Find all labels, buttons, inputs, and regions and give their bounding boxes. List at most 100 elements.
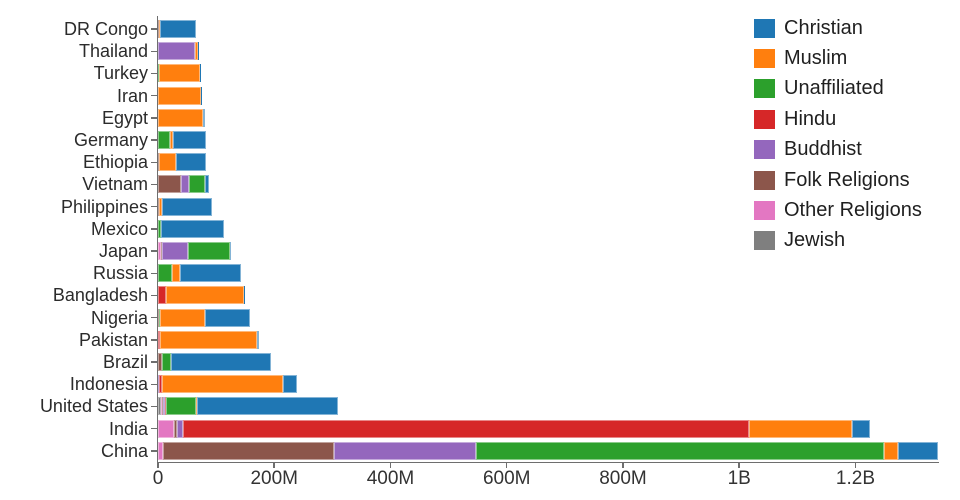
bar-segment-pakistan-muslim (159, 330, 258, 349)
x-tick-mark (622, 462, 624, 468)
bar-segment-nigeria-muslim (159, 308, 205, 327)
stacked-bar-indonesia (158, 375, 298, 394)
bar-segment-vietnam-unaffiliated (189, 175, 205, 194)
x-tick-label-1b: 1B (727, 468, 751, 489)
bar-segment-dr-congo-muslim (158, 20, 160, 39)
bar-segment-pakistan-hindu (158, 330, 160, 349)
bar-row-pakistan (158, 329, 259, 351)
bar-segment-brazil-christian (170, 353, 272, 372)
legend-swatch-unaffiliated (754, 79, 775, 99)
stacked-bar-pakistan (158, 330, 259, 349)
bar-segment-india-christian (851, 419, 870, 438)
stacked-bar-thailand (158, 42, 198, 61)
stacked-bar-brazil (158, 353, 272, 372)
legend-label-other-religions: Other Religions (784, 199, 922, 222)
country-label-china: China (100, 440, 148, 461)
stacked-bar-united-states (158, 397, 339, 416)
legend-item-muslim: Muslim (754, 43, 922, 73)
legend-item-other-religions: Other Religions (754, 195, 922, 225)
bar-segment-iran-muslim (158, 86, 201, 105)
bar-segment-japan-unaffiliated (188, 242, 231, 261)
bar-segment-china-folk-religions (163, 441, 335, 460)
legend-item-hindu: Hindu (754, 104, 922, 134)
bar-segment-india-muslim (749, 419, 852, 438)
legend-label-buddhist: Buddhist (784, 138, 862, 161)
bar-segment-brazil-unaffiliated (161, 353, 171, 372)
bar-segment-bangladesh-hindu (158, 286, 167, 305)
y-tick-mark (151, 361, 157, 363)
y-tick-mark (151, 28, 157, 30)
country-label-germany: Germany (73, 130, 148, 150)
bar-segment-ethiopia-christian (175, 153, 207, 172)
bar-row-india (158, 418, 870, 440)
bar-segment-china-christian (897, 441, 938, 460)
bar-segment-japan-christian (230, 242, 232, 261)
x-axis-spine (156, 461, 939, 463)
legend: Christian Muslim Unaffiliated Hindu Buddhist… (754, 13, 922, 256)
bar-segment-nigeria-folk-religions (158, 308, 160, 327)
legend-swatch-christian (754, 18, 775, 38)
stacked-bar-egypt (158, 108, 206, 127)
x-tick-mark (738, 462, 740, 468)
stacked-bar-mexico (158, 219, 224, 238)
legend-item-buddhist: Buddhist (754, 135, 922, 165)
y-tick-mark (151, 205, 157, 208)
x-tick-mark (157, 462, 159, 468)
y-tick-mark (151, 272, 157, 275)
bar-segment-ethiopia-folk-religions (158, 153, 160, 172)
bar-segment-vietnam-folk-religions (158, 175, 182, 194)
country-label-nigeria: Nigeria (90, 307, 148, 328)
stacked-bar-philippines (158, 197, 213, 216)
country-label-russia: Russia (92, 263, 148, 284)
bar-segment-vietnam-buddhist (181, 175, 190, 194)
y-tick-mark (151, 294, 157, 297)
y-tick-mark (151, 72, 157, 75)
country-label-iran: Iran (116, 85, 148, 106)
y-tick-mark (151, 139, 157, 141)
stacked-bar-dr-congo (158, 20, 197, 39)
bar-row-united-states (158, 395, 339, 417)
bar-segment-japan-other-religions (158, 242, 162, 261)
legend-swatch-hindu (754, 109, 775, 129)
stacked-bar-japan (158, 242, 232, 261)
bar-segment-united-states-jewish (158, 397, 162, 416)
x-tick-label-800m: 800M (599, 468, 647, 489)
legend-swatch-muslim (754, 49, 775, 69)
bar-row-mexico (158, 218, 224, 240)
bar-segment-russia-unaffiliated (158, 264, 172, 283)
stacked-bar-bangladesh (158, 286, 245, 305)
country-label-mexico: Mexico (90, 218, 148, 239)
bar-row-dr-congo (158, 18, 197, 40)
country-label-turkey: Turkey (93, 63, 148, 84)
stacked-bar-germany (158, 131, 206, 150)
bar-segment-ethiopia-muslim (159, 153, 176, 172)
bar-segment-india-unaffiliated (748, 419, 750, 438)
y-tick-mark (151, 427, 157, 430)
bar-row-ethiopia (158, 151, 207, 173)
country-label-japan: Japan (98, 241, 148, 261)
bar-row-thailand (158, 40, 198, 62)
bar-row-russia (158, 262, 241, 284)
x-tick-mark (505, 462, 508, 468)
legend-label-christian: Christian (784, 16, 863, 39)
bar-segment-china-muslim (883, 441, 898, 460)
bar-segment-russia-muslim (171, 264, 180, 283)
legend-label-jewish: Jewish (784, 229, 846, 252)
country-label-egypt: Egypt (101, 107, 148, 128)
bar-segment-egypt-christian (202, 108, 206, 127)
bar-segment-china-unaffiliated (476, 441, 884, 460)
bar-segment-china-buddhist (334, 441, 477, 460)
x-tick-mark (854, 462, 857, 468)
bar-segment-germany-unaffiliated (158, 131, 171, 150)
bar-segment-indonesia-buddhist (158, 375, 160, 394)
bar-segment-vietnam-christian (204, 175, 209, 194)
country-label-philippines: Philippines (60, 196, 148, 217)
legend-label-hindu: Hindu (784, 107, 837, 130)
stacked-bar-ethiopia (158, 153, 207, 172)
y-tick-mark (151, 450, 157, 452)
x-tick-label-400m: 400M (366, 468, 415, 489)
bar-segment-dr-congo-christian (159, 20, 197, 39)
bar-segment-indonesia-muslim (161, 375, 284, 394)
bar-segment-china-other-religions (158, 441, 164, 460)
